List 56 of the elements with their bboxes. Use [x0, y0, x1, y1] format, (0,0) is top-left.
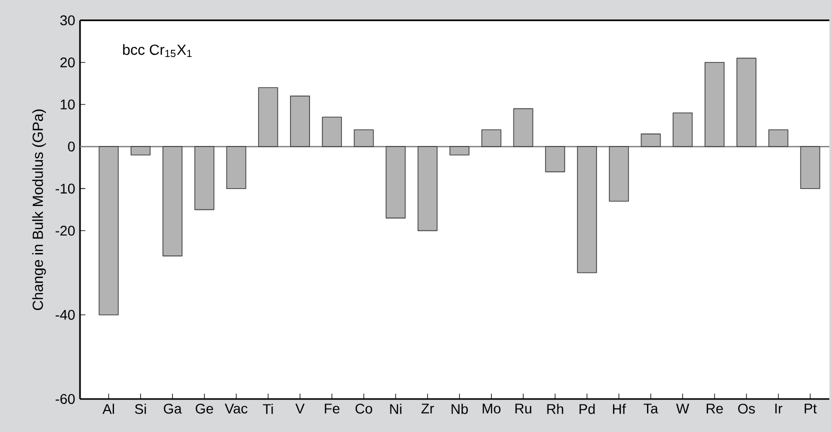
bar [258, 87, 278, 147]
x-tick-label: Mo [482, 404, 500, 414]
x-tick-label: Re [706, 404, 723, 414]
x-tick-label: V [295, 404, 305, 414]
x-tick-label: Pt [804, 404, 817, 414]
bar [800, 146, 820, 190]
bar [736, 58, 756, 147]
bar [704, 62, 725, 147]
bar [322, 116, 342, 147]
bar [386, 146, 406, 218]
bar [130, 146, 151, 156]
x-tick-label: Ir [775, 404, 782, 414]
bar [226, 146, 246, 190]
y-tick-label: 0 [68, 142, 75, 152]
annotation: bcc Cr$_{15}$X$_{1}$ [123, 44, 192, 58]
y-tick-label: 20 [60, 57, 75, 68]
bar [449, 146, 470, 156]
x-tick-label: Al [102, 404, 114, 414]
bar [290, 96, 310, 147]
bar [545, 146, 566, 172]
bar [481, 129, 502, 147]
y-tick-label: 30 [60, 15, 75, 26]
x-tick-label: Fe [324, 404, 340, 414]
x-tick-label: Zr [421, 404, 434, 414]
bar [513, 108, 534, 147]
x-tick-label: Ta [644, 404, 658, 414]
y-tick-label: -10 [56, 184, 75, 194]
x-tick-label: Ga [164, 404, 182, 414]
x-tick-label: Vac [224, 404, 248, 414]
x-tick-label: Os [738, 404, 755, 414]
x-tick-label: W [676, 404, 690, 414]
y-tick-label: 10 [60, 100, 75, 110]
x-tick-label: Rh [547, 404, 564, 414]
x-tick-label: Ti [262, 404, 273, 414]
bar [98, 146, 119, 316]
y-tick-label: -60 [56, 394, 75, 404]
x-tick-label: Ge [196, 404, 214, 414]
x-tick-label: Nb [452, 404, 468, 414]
bar [162, 146, 182, 256]
bar [608, 146, 629, 202]
y-axis-title: Change in Bulk Modulus (GPa) [32, 110, 46, 310]
bar [418, 146, 438, 232]
x-tick-label: Hf [613, 404, 626, 414]
y-tick-label: -20 [56, 226, 75, 236]
bar [768, 129, 788, 147]
bar [354, 129, 374, 147]
x-tick-label: Ru [515, 404, 532, 414]
bar [640, 134, 661, 147]
x-tick-label: Ni [390, 404, 402, 414]
bar [672, 112, 693, 147]
bar [194, 146, 214, 210]
x-tick-label: Co [356, 404, 372, 414]
y-tick-label: -40 [56, 310, 75, 320]
x-tick-label: Pd [580, 404, 595, 414]
bar [577, 146, 597, 274]
x-tick-label: Si [134, 404, 146, 414]
